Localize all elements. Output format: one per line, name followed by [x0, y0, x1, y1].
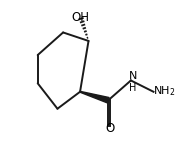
Polygon shape: [80, 91, 109, 103]
Text: O: O: [105, 122, 114, 135]
Text: N: N: [129, 71, 137, 80]
Text: NH$_2$: NH$_2$: [153, 84, 176, 98]
Text: OH: OH: [71, 11, 89, 24]
Text: H: H: [129, 83, 137, 93]
